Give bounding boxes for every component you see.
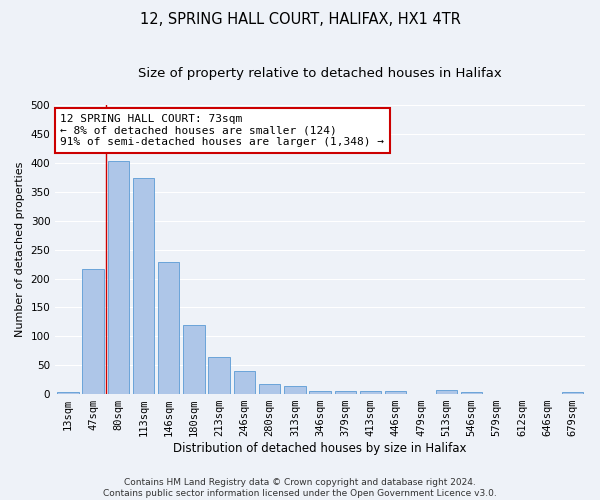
Bar [82, 270, 104, 394]
Bar [133, 178, 154, 394]
Text: 12, SPRING HALL COURT, HALIFAX, HX1 4TR: 12, SPRING HALL COURT, HALIFAX, HX1 4TR [140, 12, 460, 28]
Bar [158, 262, 179, 394]
Y-axis label: Number of detached properties: Number of detached properties [15, 162, 25, 338]
Bar [259, 384, 280, 394]
Bar [461, 392, 482, 394]
Bar [385, 391, 406, 394]
Bar [208, 356, 230, 394]
Bar [183, 325, 205, 394]
Text: Contains HM Land Registry data © Crown copyright and database right 2024.
Contai: Contains HM Land Registry data © Crown c… [103, 478, 497, 498]
Bar [233, 371, 255, 394]
Bar [107, 162, 129, 394]
Bar [284, 386, 305, 394]
Bar [57, 392, 79, 394]
Bar [562, 392, 583, 394]
Bar [436, 390, 457, 394]
Bar [360, 391, 381, 394]
Bar [335, 391, 356, 394]
X-axis label: Distribution of detached houses by size in Halifax: Distribution of detached houses by size … [173, 442, 467, 455]
Bar [310, 390, 331, 394]
Text: 12 SPRING HALL COURT: 73sqm
← 8% of detached houses are smaller (124)
91% of sem: 12 SPRING HALL COURT: 73sqm ← 8% of deta… [61, 114, 385, 147]
Title: Size of property relative to detached houses in Halifax: Size of property relative to detached ho… [138, 68, 502, 80]
